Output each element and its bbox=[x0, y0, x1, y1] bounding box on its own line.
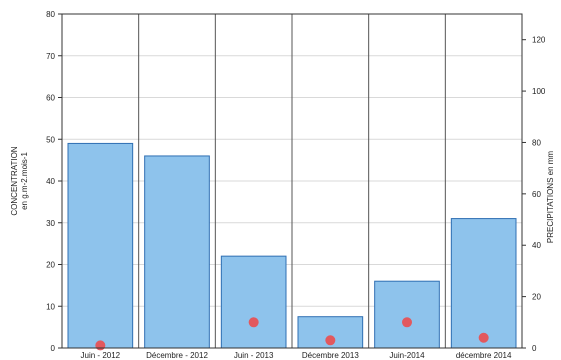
y-left-tick-label: 20 bbox=[46, 261, 55, 270]
y-right-tick-label: 100 bbox=[532, 87, 546, 96]
y-right-tick-label: 80 bbox=[532, 138, 541, 147]
y-left-tick-label: 30 bbox=[46, 219, 55, 228]
x-labels: Juin - 2012 Décembre - 2012 Juin - 2013 Déc… bbox=[81, 351, 512, 360]
data-point bbox=[95, 340, 106, 351]
y-left-tick-label: 60 bbox=[46, 94, 55, 103]
y-right-tick-label: 120 bbox=[532, 36, 546, 45]
y-left-tick-label: 0 bbox=[51, 344, 56, 353]
bars bbox=[67, 142, 517, 349]
x-tick-label: Décembre - 2012 bbox=[146, 351, 208, 360]
y-right-tick-label: 60 bbox=[532, 190, 541, 199]
bar bbox=[144, 155, 210, 349]
data-point bbox=[402, 317, 412, 328]
y-left-tick-label: 40 bbox=[46, 177, 55, 186]
y-right-axis-title: PRECIPITATIONS en mm bbox=[546, 151, 555, 243]
right-ticks: 0 20 40 60 80 100 120 bbox=[522, 36, 546, 353]
y-left-tick-label: 80 bbox=[46, 10, 55, 19]
bar bbox=[220, 255, 287, 349]
y-left-tick-label: 70 bbox=[46, 52, 55, 61]
x-tick-label: Juin - 2013 bbox=[234, 351, 274, 360]
bar bbox=[450, 218, 517, 349]
y-right-tick-label: 20 bbox=[532, 293, 541, 302]
x-tick-label: Décembre 2013 bbox=[302, 351, 359, 360]
left-ticks: 0 10 20 30 40 50 60 70 80 bbox=[46, 10, 62, 353]
y-left-tick-label: 50 bbox=[46, 135, 55, 144]
y-left-tick-label: 10 bbox=[46, 302, 55, 311]
data-point bbox=[325, 335, 336, 346]
bar bbox=[374, 280, 440, 349]
data-point bbox=[248, 317, 259, 328]
y-right-tick-label: 0 bbox=[532, 344, 537, 353]
x-tick-label: Juin - 2012 bbox=[81, 351, 121, 360]
data-point bbox=[478, 332, 489, 343]
gridlines bbox=[62, 14, 522, 348]
y-left-axis-title-line1: CONCENTRATION bbox=[10, 146, 19, 215]
x-tick-label: décembre 2014 bbox=[456, 351, 512, 360]
bar bbox=[67, 142, 134, 349]
y-left-axis-title-line2: en g.m-2.mois-1 bbox=[20, 152, 29, 210]
x-tick-label: Juin-2014 bbox=[389, 351, 425, 360]
y-right-tick-label: 40 bbox=[532, 241, 541, 250]
